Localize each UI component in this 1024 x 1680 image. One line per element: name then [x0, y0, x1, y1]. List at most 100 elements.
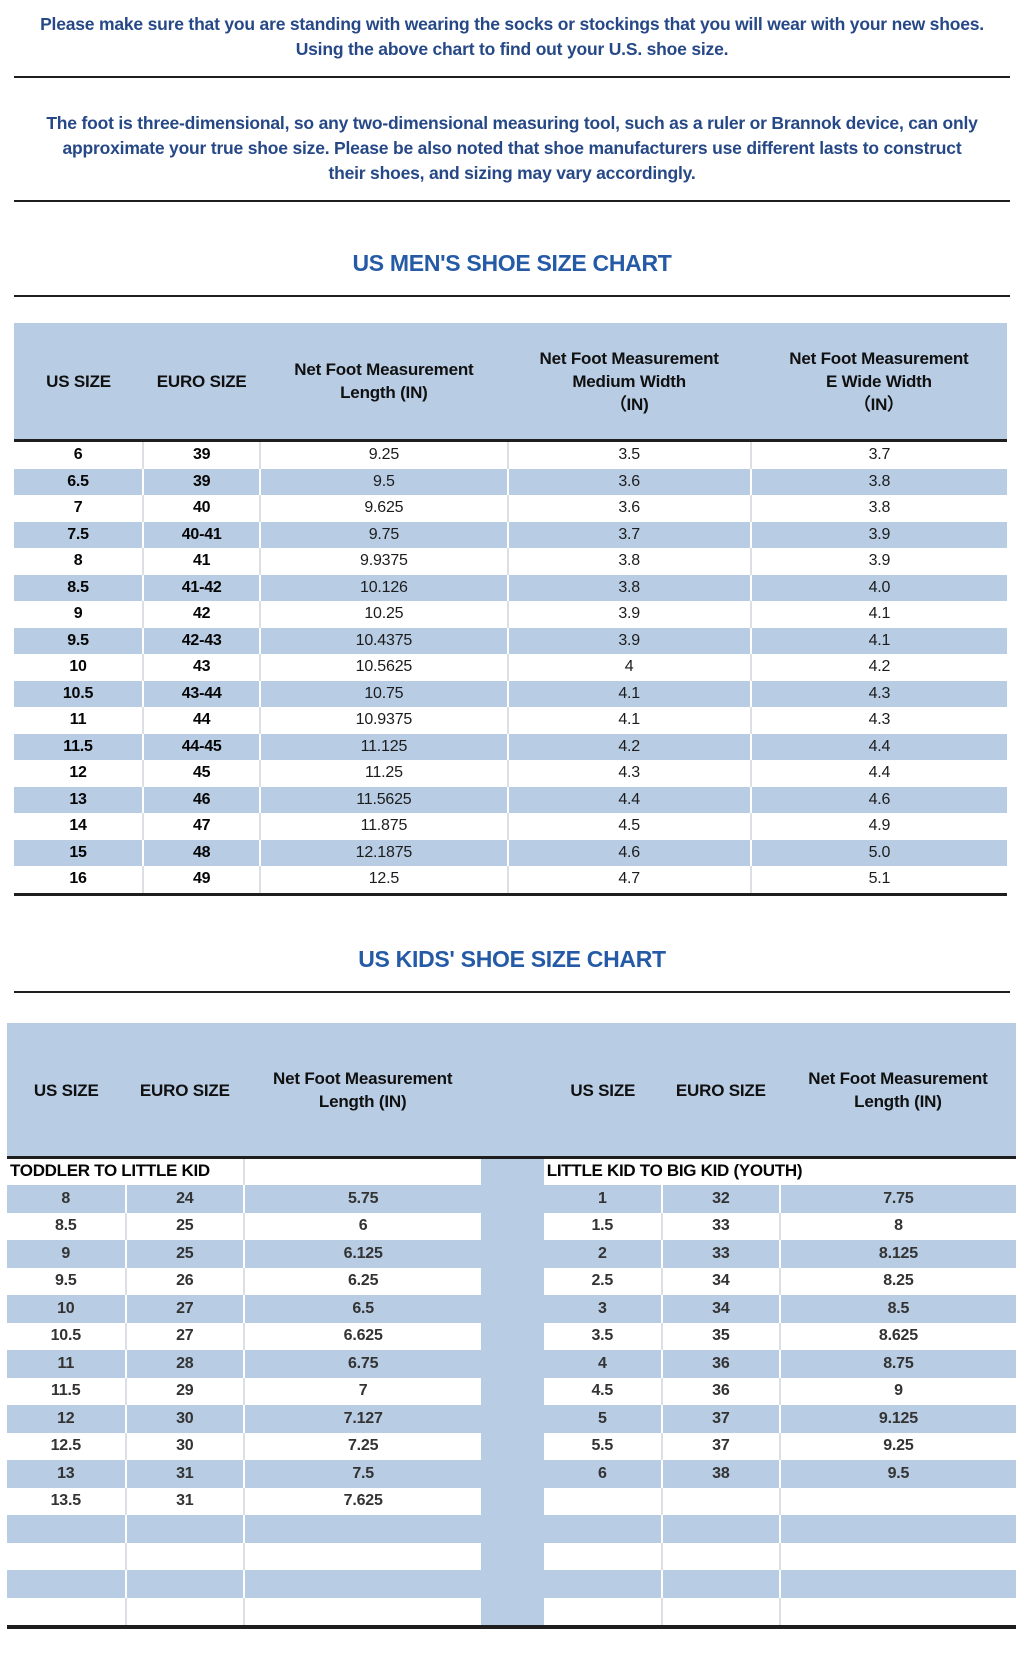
divider: [14, 990, 1010, 993]
table-cell: 12.5: [7, 1432, 127, 1460]
table-cell: 25: [125, 1212, 246, 1240]
section-header-row: TODDLER TO LITTLE KID: [7, 1157, 482, 1185]
table-cell: 10.75: [260, 680, 509, 707]
table-row: 15 48 12.1875 4.6 5.0: [14, 839, 1007, 866]
table-cell: 4.3: [868, 684, 891, 702]
mens-header-row: US SIZE EURO SIZE Net Foot Measurement L…: [14, 323, 1007, 442]
table-cell: 36: [661, 1350, 781, 1378]
column-header-us-size: US SIZE: [14, 323, 144, 442]
table-cell: 31: [125, 1460, 246, 1488]
table-row: [543, 1515, 1016, 1543]
table-cell: [661, 1570, 781, 1598]
table-cell: 4.4: [507, 786, 752, 813]
table-row: [7, 1515, 482, 1543]
table-row: [7, 1597, 481, 1626]
table-cell: 39: [143, 440, 262, 469]
table-cell: 9: [7, 1240, 127, 1268]
table-cell: 33: [661, 1240, 781, 1268]
table-cell: 8.75: [883, 1354, 914, 1372]
table-cell: [780, 1515, 1016, 1543]
table-cell: 34: [661, 1267, 781, 1295]
table-cell: 9.625: [260, 495, 509, 522]
table-cell: 26: [125, 1267, 246, 1295]
table-cell: 49: [143, 866, 262, 893]
table-cell: 35: [661, 1322, 781, 1350]
table-cell: 4.7: [507, 866, 752, 893]
table-cell: 4.1: [868, 631, 891, 649]
column-header-wide-width: Net Foot Measurement E Wide Width （IN）: [750, 323, 1007, 442]
divider: [7, 1155, 1016, 1159]
table-cell: 47: [143, 813, 262, 840]
table-cell: 10.5: [14, 680, 145, 707]
table-cell: 10.5625: [260, 654, 509, 681]
table-cell: 43-44: [143, 680, 262, 707]
table-row: 4.5 36 9: [543, 1377, 1016, 1405]
table-row: 11.5 29 7: [7, 1377, 481, 1405]
table-cell: 37: [661, 1432, 781, 1460]
table-cell: [125, 1542, 246, 1570]
table-row: [543, 1570, 1016, 1598]
table-cell: 12: [7, 1405, 127, 1433]
table-cell: 4.4: [868, 764, 891, 782]
table-cell: 9.5: [7, 1267, 127, 1295]
table-cell: 34: [661, 1295, 781, 1323]
table-cell: 4: [543, 1350, 663, 1378]
table-row: [543, 1542, 1016, 1570]
table-cell: 3.9: [507, 601, 752, 628]
table-cell: [7, 1515, 127, 1543]
table-cell: 4.1: [507, 680, 752, 707]
table-row: 3.5 35 8.625: [543, 1322, 1016, 1350]
table-cell: 9.25: [883, 1437, 914, 1455]
table-row: 5 37 9.125: [543, 1405, 1016, 1433]
table-cell: 30: [125, 1405, 246, 1433]
table-cell: 41: [143, 548, 262, 575]
table-cell: 38: [661, 1460, 781, 1488]
table-cell: 4.2: [868, 658, 891, 676]
table-cell: 14: [14, 813, 145, 840]
table-cell: 2.5: [543, 1267, 663, 1295]
section-title-toddler: TODDLER TO LITTLE KID: [7, 1157, 246, 1185]
table-cell: 6.125: [343, 1244, 383, 1262]
note-paragraph: The foot is three-dimensional, so any tw…: [46, 113, 978, 183]
table-cell: 4.5: [507, 813, 752, 840]
kids-right-header-row: US SIZE EURO SIZE Net Foot Measurement L…: [543, 1022, 1016, 1158]
table-cell: 4.1: [868, 605, 891, 623]
table-row: [7, 1570, 482, 1598]
table-cell: 6: [543, 1460, 663, 1488]
table-row: 7.5 40-41 9.75 3.7 3.9: [14, 521, 1007, 548]
table-cell: 27: [125, 1322, 246, 1350]
table-cell: [125, 1515, 246, 1543]
table-row: 8.5 41-42 10.126 3.8 4.0: [14, 574, 1007, 601]
table-row: 2.5 34 8.25: [543, 1267, 1016, 1295]
table-cell: [661, 1542, 781, 1570]
table-row: 6 38 9.5: [543, 1460, 1016, 1488]
table-cell: 31: [125, 1487, 246, 1515]
section-title-youth: LITTLE KID TO BIG KID (YOUTH): [543, 1157, 1016, 1185]
table-row: 10 27 6.5: [7, 1295, 482, 1323]
table-cell: 3.6: [507, 468, 752, 495]
table-cell: 48: [143, 839, 262, 866]
table-cell: 46: [143, 786, 262, 813]
table-row: 1 32 7.75: [543, 1185, 1016, 1213]
table-cell: [244, 1515, 481, 1543]
table-cell: 42: [143, 601, 262, 628]
table-cell: [244, 1598, 481, 1626]
table-cell: 3.8: [507, 574, 752, 601]
table-cell: 6: [14, 440, 145, 469]
column-header-us-size: US SIZE: [543, 1022, 662, 1158]
table-cell: 6.5: [352, 1299, 374, 1317]
table-cell: 36: [661, 1377, 781, 1405]
table-cell: 4.2: [507, 733, 752, 760]
table-cell: 37: [661, 1405, 781, 1433]
table-row: 9 25 6.125: [7, 1240, 482, 1268]
mens-chart-title: US MEN'S SHOE SIZE CHART: [352, 250, 672, 276]
table-cell: 3.9: [507, 627, 752, 654]
table-row: 12 30 7.127: [7, 1405, 482, 1433]
table-cell: 39: [143, 468, 262, 495]
table-row: 9.5 42-43 10.4375 3.9 4.1: [14, 627, 1007, 654]
table-cell: 3.9: [868, 525, 891, 543]
table-cell: 8: [14, 548, 145, 575]
table-cell: 12.1875: [260, 839, 509, 866]
table-cell: 4.0: [868, 578, 891, 596]
column-header-us-size: US SIZE: [7, 1022, 126, 1158]
